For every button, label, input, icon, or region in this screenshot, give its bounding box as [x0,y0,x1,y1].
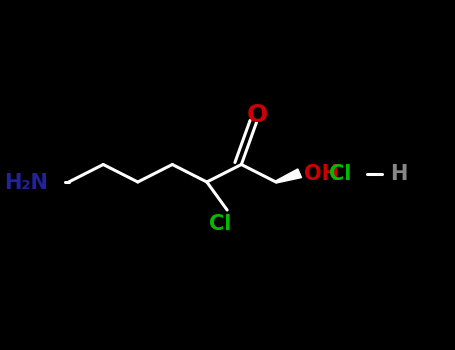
Text: H: H [390,164,408,184]
Text: H₂N: H₂N [5,173,48,193]
Text: Cl: Cl [208,214,231,234]
Text: O: O [247,104,268,127]
Text: OH: OH [304,164,339,184]
Text: Cl: Cl [329,164,351,184]
Polygon shape [275,169,302,183]
